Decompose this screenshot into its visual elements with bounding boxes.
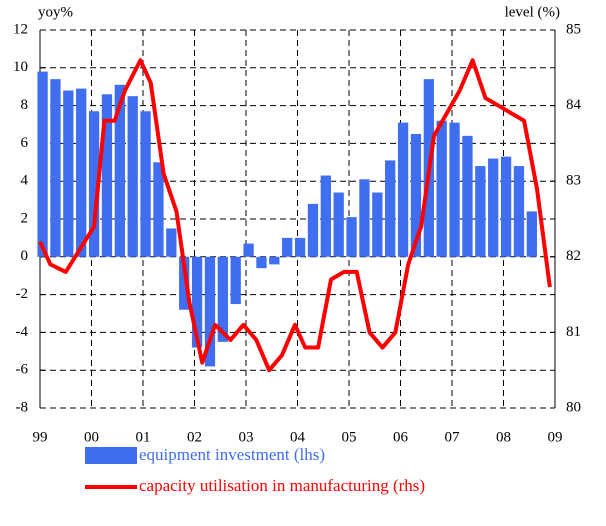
bar [140,111,151,257]
bar [76,88,87,257]
bar [449,122,460,257]
y-tick-label: -8 [16,399,29,415]
bar [307,203,319,257]
y2-tick-label: 83 [566,173,581,189]
bar [385,160,396,257]
bar [500,156,512,257]
bar [153,162,164,257]
y-tick-label: -4 [16,324,29,340]
y2-axis-title: level (%) [505,4,560,20]
bar [101,94,113,257]
bar [526,211,537,257]
bar [63,90,74,257]
bar [243,243,254,257]
x-tick-label: 04 [290,429,306,445]
x-tick-label: 02 [187,429,202,445]
bar [204,256,216,367]
bar [294,237,306,257]
bar [217,256,228,342]
y-axis-title: yoy% [38,4,73,20]
bar [513,166,525,257]
legend-label: capacity utilisation in manufacturing (r… [139,476,425,495]
y-tick-label: -6 [16,362,29,378]
bar [372,192,383,257]
bar [256,256,267,269]
y-tick-label: 0 [21,248,29,264]
bar [410,133,422,257]
x-tick-label: 05 [342,429,357,445]
x-tick-label: 03 [239,429,254,445]
y-tick-label: 10 [13,59,28,75]
y2-tick-label: 82 [566,248,581,264]
bar [230,256,241,305]
x-tick-label: 06 [393,429,409,445]
x-tick-label: 00 [84,429,99,445]
line [38,58,552,373]
bar [320,175,331,257]
bar [179,256,190,310]
bar [488,158,499,257]
bar [114,84,125,257]
bar [191,256,203,348]
x-tick-label: 08 [496,429,511,445]
x-tick-label: 07 [445,429,461,445]
y2-tick-label: 85 [566,21,581,37]
y2-tick-label: 80 [566,399,581,415]
bar [359,179,370,257]
bar [346,217,357,257]
y-tick-label: 12 [13,21,28,37]
bar [333,192,344,257]
bar [462,135,473,257]
x-tick-label: 09 [548,429,563,445]
bar [397,122,409,257]
bar [37,71,48,257]
bar [166,228,177,257]
bar [88,111,100,257]
y-tick-label: 2 [21,210,29,226]
y-tick-label: 6 [21,135,29,151]
bar [436,120,447,257]
y-tick-label: 8 [21,97,29,113]
legend-swatch [85,447,137,464]
y-tick-label: -2 [16,286,29,302]
x-tick-label: 99 [33,429,48,445]
y2-tick-label: 81 [566,324,581,340]
bar [282,237,293,257]
bar [127,96,138,257]
bar [475,166,486,257]
bar [269,256,280,265]
bar [50,79,61,257]
y-tick-label: 4 [21,173,29,189]
y2-tick-label: 84 [566,97,582,113]
legend-label: equipment investment (lhs) [139,445,325,464]
x-tick-label: 01 [136,429,151,445]
